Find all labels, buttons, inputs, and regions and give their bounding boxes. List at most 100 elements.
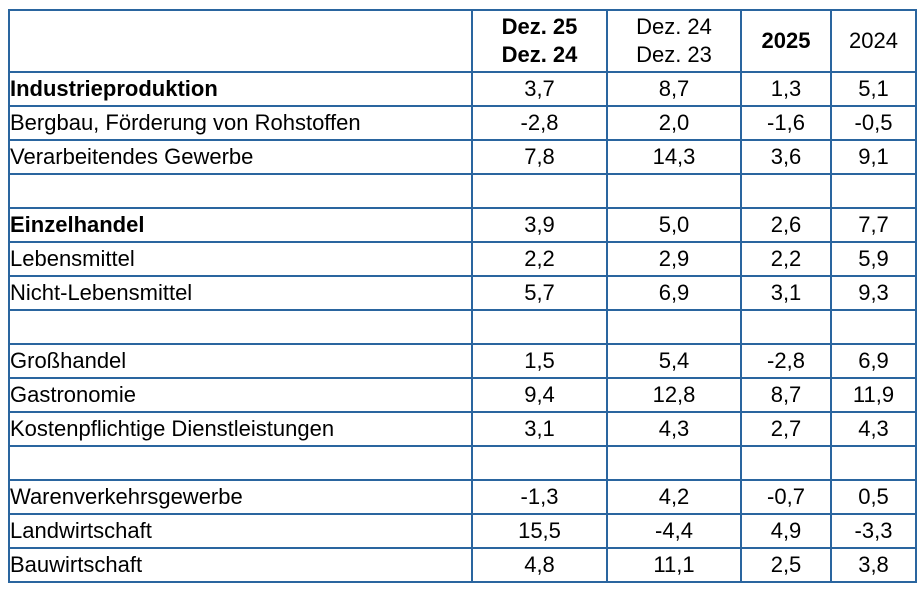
value-cell: 4,9 [740, 513, 832, 549]
row-label: Verarbeitendes Gewerbe [8, 139, 473, 175]
table-row: Bergbau, Förderung von Rohstoffen -2,8 2,0… [8, 105, 917, 141]
table-row: Landwirtschaft 15,5 -4,4 4,9 -3,3 [8, 513, 917, 549]
value-cell [740, 445, 832, 481]
value-cell: 3,9 [471, 207, 608, 243]
row-label: Warenverkehrsgewerbe [8, 479, 473, 515]
row-label [8, 309, 473, 345]
spacer-row [8, 309, 917, 345]
row-label [8, 173, 473, 209]
header-col-dez24-dez23: Dez. 24 Dez. 23 [606, 9, 742, 73]
row-label: Landwirtschaft [8, 513, 473, 549]
value-cell: 5,7 [471, 275, 608, 311]
table-row: Bauwirtschaft 4,8 11,1 2,5 3,8 [8, 547, 917, 583]
table-row: Kostenpflichtige Dienstleistungen 3,1 4,3 2… [8, 411, 917, 447]
value-cell: 9,4 [471, 377, 608, 413]
table-body: Industrieproduktion 3,7 8,7 1,3 5,1 Bergbau, … [8, 71, 917, 583]
row-label: Lebensmittel [8, 241, 473, 277]
value-cell: 2,2 [471, 241, 608, 277]
value-cell: -4,4 [606, 513, 742, 549]
header-line-dez23: Dez. 23 [636, 42, 712, 67]
value-cell: 5,9 [830, 241, 917, 277]
value-cell [471, 309, 608, 345]
table-header-row: Dez. 25 Dez. 24 Dez. 24 Dez. 23 2025 202… [8, 9, 917, 73]
value-cell [606, 173, 742, 209]
row-label: Kostenpflichtige Dienstleistungen [8, 411, 473, 447]
table-row: Verarbeitendes Gewerbe 7,8 14,3 3,6 9,1 [8, 139, 917, 175]
row-label: Industrieproduktion [8, 71, 473, 107]
value-cell: 7,7 [830, 207, 917, 243]
value-cell: 14,3 [606, 139, 742, 175]
header-col-dez25-dez24: Dez. 25 Dez. 24 [471, 9, 608, 73]
value-cell: -1,3 [471, 479, 608, 515]
value-cell: -0,5 [830, 105, 917, 141]
value-cell [740, 309, 832, 345]
value-cell [471, 445, 608, 481]
value-cell: 9,3 [830, 275, 917, 311]
table-row: Lebensmittel 2,2 2,9 2,2 5,9 [8, 241, 917, 277]
table-row: Einzelhandel 3,9 5,0 2,6 7,7 [8, 207, 917, 243]
value-cell: 12,8 [606, 377, 742, 413]
value-cell: -0,7 [740, 479, 832, 515]
row-label: Gastronomie [8, 377, 473, 413]
value-cell: 9,1 [830, 139, 917, 175]
header-col-2024: 2024 [830, 9, 917, 73]
value-cell: 5,4 [606, 343, 742, 379]
value-cell: 6,9 [606, 275, 742, 311]
value-cell: 3,1 [471, 411, 608, 447]
row-label: Großhandel [8, 343, 473, 379]
table-row: Gastronomie 9,4 12,8 8,7 11,9 [8, 377, 917, 413]
value-cell: 3,1 [740, 275, 832, 311]
value-cell: 1,3 [740, 71, 832, 107]
row-label: Bauwirtschaft [8, 547, 473, 583]
value-cell: 8,7 [606, 71, 742, 107]
table-row: Nicht-Lebensmittel 5,7 6,9 3,1 9,3 [8, 275, 917, 311]
table-row: Großhandel 1,5 5,4 -2,8 6,9 [8, 343, 917, 379]
value-cell: 4,3 [830, 411, 917, 447]
value-cell: 4,3 [606, 411, 742, 447]
value-cell: 11,1 [606, 547, 742, 583]
value-cell [606, 309, 742, 345]
value-cell: 2,6 [740, 207, 832, 243]
value-cell: 3,8 [830, 547, 917, 583]
row-label [8, 445, 473, 481]
value-cell: -2,8 [471, 105, 608, 141]
value-cell [830, 445, 917, 481]
value-cell [740, 173, 832, 209]
value-cell: 6,9 [830, 343, 917, 379]
value-cell: 0,5 [830, 479, 917, 515]
value-cell: 11,9 [830, 377, 917, 413]
table-row: Warenverkehrsgewerbe -1,3 4,2 -0,7 0,5 [8, 479, 917, 515]
value-cell: 2,7 [740, 411, 832, 447]
value-cell: 3,7 [471, 71, 608, 107]
header-line-dez25: Dez. 25 [501, 14, 578, 39]
header-line-dez24: Dez. 24 [501, 42, 578, 67]
row-label: Bergbau, Förderung von Rohstoffen [8, 105, 473, 141]
value-cell [606, 445, 742, 481]
value-cell [830, 309, 917, 345]
value-cell: -3,3 [830, 513, 917, 549]
value-cell: 8,7 [740, 377, 832, 413]
value-cell: 5,1 [830, 71, 917, 107]
header-corner-cell [8, 9, 473, 73]
header-line-dez24: Dez. 24 [636, 14, 712, 39]
value-cell: 2,9 [606, 241, 742, 277]
header-col-2025: 2025 [740, 9, 832, 73]
row-label: Einzelhandel [8, 207, 473, 243]
spacer-row [8, 173, 917, 209]
value-cell: 2,2 [740, 241, 832, 277]
value-cell: 3,6 [740, 139, 832, 175]
value-cell: 15,5 [471, 513, 608, 549]
value-cell: 2,0 [606, 105, 742, 141]
value-cell: 2,5 [740, 547, 832, 583]
value-cell: 4,2 [606, 479, 742, 515]
value-cell: -2,8 [740, 343, 832, 379]
value-cell: 5,0 [606, 207, 742, 243]
value-cell: 4,8 [471, 547, 608, 583]
value-cell [830, 173, 917, 209]
statistics-table: Dez. 25 Dez. 24 Dez. 24 Dez. 23 2025 202… [8, 9, 917, 583]
value-cell: 1,5 [471, 343, 608, 379]
table-row: Industrieproduktion 3,7 8,7 1,3 5,1 [8, 71, 917, 107]
spacer-row [8, 445, 917, 481]
row-label: Nicht-Lebensmittel [8, 275, 473, 311]
